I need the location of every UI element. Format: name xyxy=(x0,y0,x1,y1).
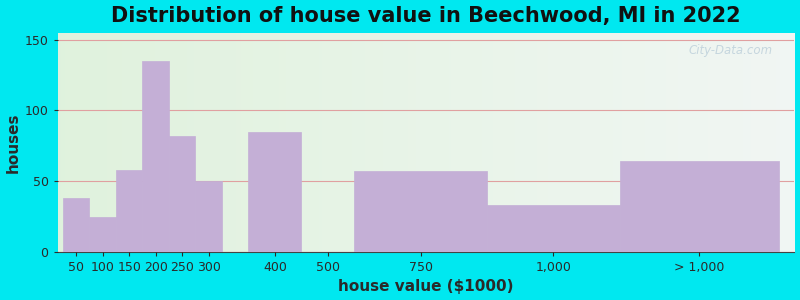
Bar xyxy=(63,198,90,252)
Bar xyxy=(619,161,778,252)
Bar xyxy=(487,205,619,252)
Bar xyxy=(354,171,487,252)
Bar xyxy=(169,136,195,252)
Title: Distribution of house value in Beechwood, MI in 2022: Distribution of house value in Beechwood… xyxy=(111,6,741,26)
Text: City-Data.com: City-Data.com xyxy=(688,44,772,57)
X-axis label: house value ($1000): house value ($1000) xyxy=(338,279,514,294)
Y-axis label: houses: houses xyxy=(6,112,21,172)
Bar xyxy=(116,170,142,252)
Bar xyxy=(142,61,169,252)
Bar xyxy=(90,217,116,252)
Bar xyxy=(195,181,222,252)
Bar xyxy=(249,132,302,252)
